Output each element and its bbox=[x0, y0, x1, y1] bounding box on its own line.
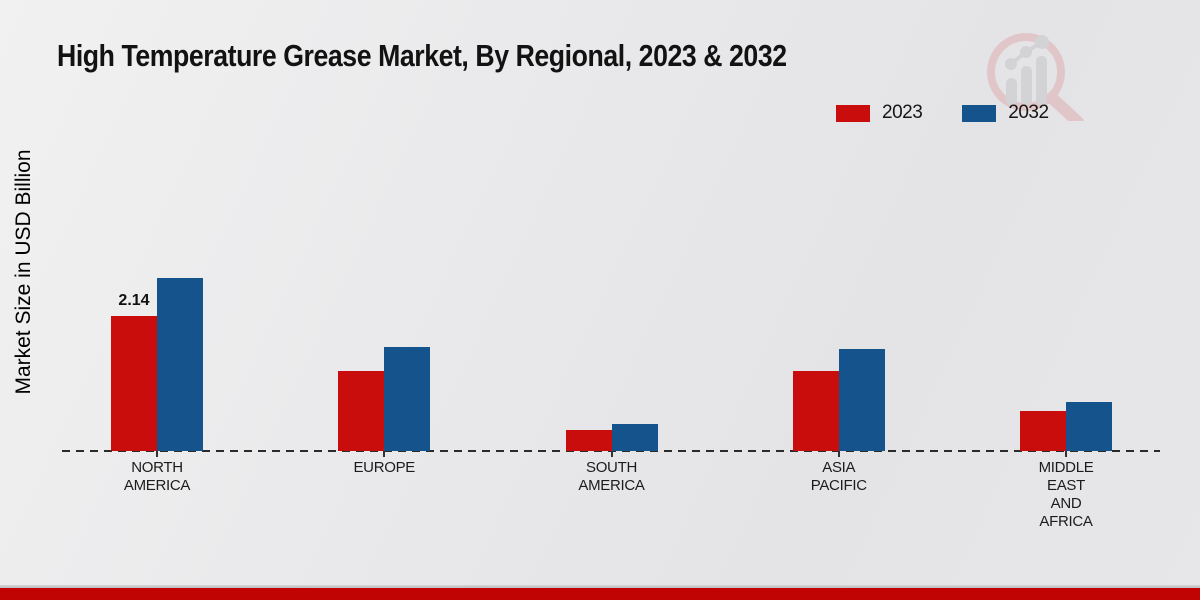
legend-label: 2023 bbox=[882, 102, 923, 123]
bar-2023-middle-east-and-africa bbox=[1020, 411, 1066, 451]
x-axis-label-north-america: NORTH AMERICA bbox=[123, 459, 191, 494]
bar-2032-asia-pacific bbox=[838, 349, 885, 451]
bar-2023-north-america bbox=[111, 315, 157, 451]
x-axis-label-middle-east-and-africa: MIDDLE EAST AND AFRICA bbox=[1038, 459, 1094, 530]
legend-swatch-2023 bbox=[836, 104, 870, 122]
chart-title: High Temperature Grease Market, By Regio… bbox=[57, 38, 787, 73]
x-axis-label-south-america: SOUTH AMERICA bbox=[578, 459, 645, 494]
x-axis-tick bbox=[383, 451, 386, 457]
bar-2023-europe bbox=[338, 370, 385, 451]
legend-item-2023: 2023 bbox=[836, 102, 923, 124]
x-axis-label-europe: EUROPE bbox=[353, 459, 416, 476]
x-axis-tick bbox=[837, 451, 840, 457]
legend-item-2032: 2032 bbox=[962, 102, 1049, 124]
x-axis-tick bbox=[1065, 451, 1067, 457]
bar-2032-north-america bbox=[157, 278, 203, 451]
legend: 2023 2032 bbox=[836, 102, 1049, 124]
x-axis-tick bbox=[610, 451, 613, 457]
bar-2032-europe bbox=[384, 346, 431, 451]
bar-2023-south-america bbox=[565, 430, 612, 451]
bar-2032-middle-east-and-africa bbox=[1066, 401, 1112, 451]
bar-value-label: 2.14 bbox=[118, 291, 150, 309]
bottom-divider bbox=[0, 585, 1200, 588]
legend-label: 2032 bbox=[1008, 102, 1049, 123]
bar-2023-asia-pacific bbox=[792, 370, 839, 451]
legend-swatch-2032 bbox=[962, 104, 997, 122]
magnifier-bar-chart-icon bbox=[987, 33, 1084, 121]
bottom-red-strip bbox=[0, 588, 1200, 600]
x-axis-label-asia-pacific: ASIA PACIFIC bbox=[810, 459, 867, 494]
x-axis-tick bbox=[156, 451, 158, 457]
bar-2032-south-america bbox=[611, 423, 658, 451]
